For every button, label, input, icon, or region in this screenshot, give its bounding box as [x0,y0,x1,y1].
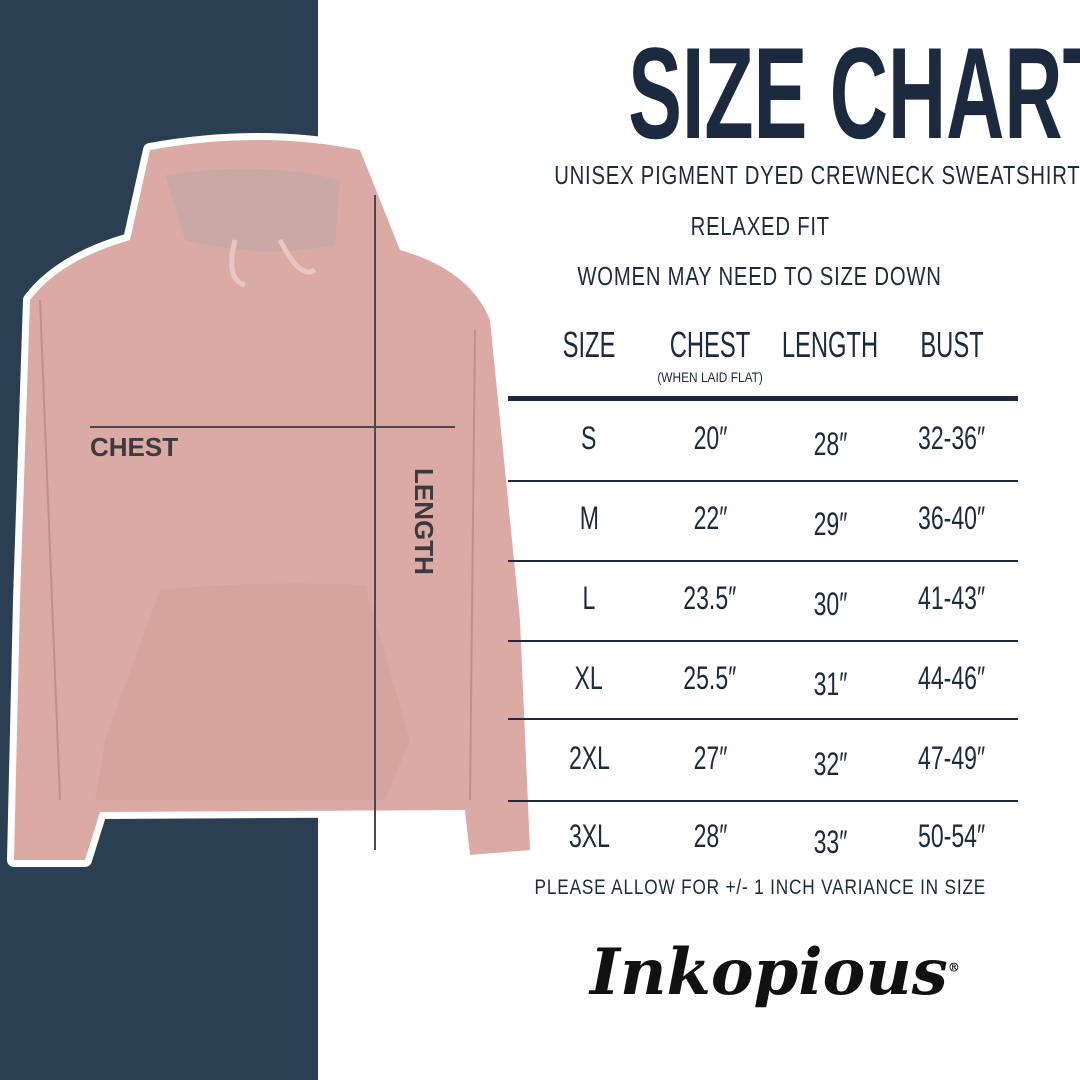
brand-logo: Inkopious® [590,935,960,1010]
cell-size: 3XL [568,818,610,854]
cell-bust: 47-49″ [918,740,986,776]
header-length: LENGTH [781,324,879,365]
subtitle-fit: RELAXED FIT [690,211,830,241]
length-measure-label: LENGTH [408,468,439,575]
subtitle-sizing-advice: WOMEN MAY NEED TO SIZE DOWN [577,261,943,291]
cell-length: 33″ [813,824,847,860]
page-title: SIZE CHART [628,20,1080,166]
row-divider [508,640,1018,642]
cell-chest: 28″ [693,818,727,854]
subtitle-product: UNISEX PIGMENT DYED CREWNECK SWEATSHIRT [554,160,1080,190]
cell-length: 29″ [813,506,847,542]
cell-size: L [582,580,596,616]
cell-size: 2XL [568,740,610,776]
cell-length: 32″ [813,746,847,782]
row-divider [508,480,1018,482]
cell-bust: 44-46″ [918,660,986,696]
cell-length: 30″ [813,586,847,622]
hoodie-image [14,140,530,860]
cell-bust: 50-54″ [918,818,986,854]
cell-chest: 23.5″ [683,580,737,616]
row-divider [508,800,1018,802]
cell-bust: 36-40″ [918,500,986,536]
cell-size: M [579,500,599,536]
header-divider [508,396,1018,401]
row-divider [508,560,1018,562]
cell-length: 31″ [813,666,847,702]
cell-chest: 20″ [693,420,727,456]
header-size: SIZE [562,324,616,365]
cell-chest: 25.5″ [683,660,737,696]
cell-chest: 22″ [693,500,727,536]
variance-note: PLEASE ALLOW FOR +/- 1 INCH VARIANCE IN … [534,876,986,899]
chest-note: (WHEN LAID FLAT) [657,369,763,385]
header-bust: BUST [920,324,984,365]
cell-chest: 27″ [693,740,727,776]
cell-bust: 41-43″ [918,580,986,616]
row-divider [508,718,1018,720]
cell-size: XL [574,660,604,696]
chest-measure-label: CHEST [90,432,179,462]
cell-length: 28″ [813,426,847,462]
header-chest: CHEST [669,324,751,365]
cell-size: S [581,420,597,456]
cell-bust: 32-36″ [918,420,986,456]
